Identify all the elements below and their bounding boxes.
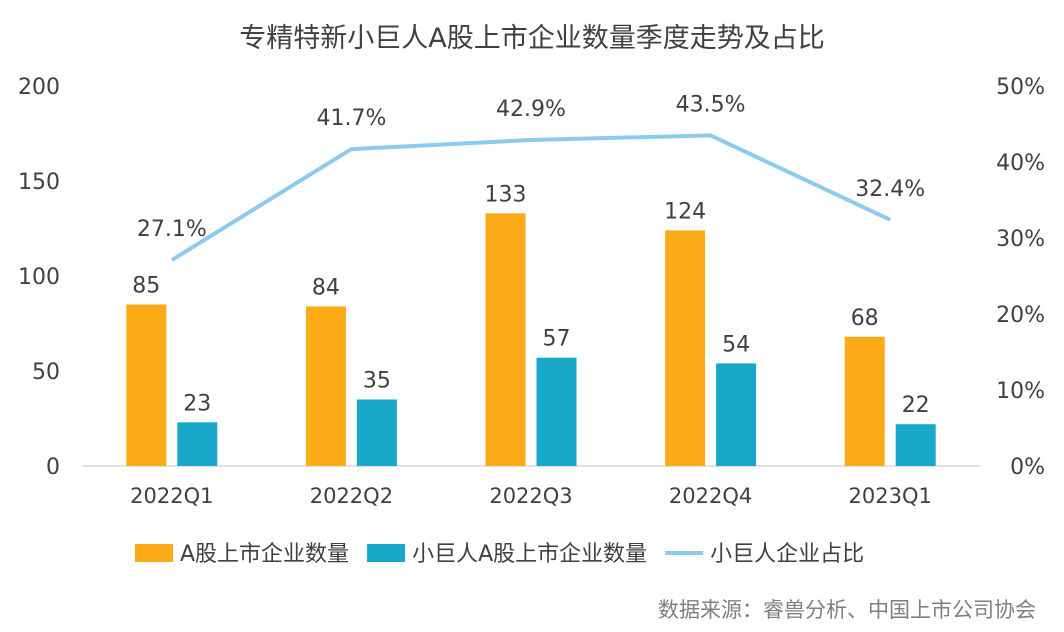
bar-data-label: 57 [543,327,571,352]
bar-data-label: 35 [363,369,391,394]
y-right-tick-label: 50% [996,75,1045,100]
x-tick-label: 2022Q4 [669,484,752,508]
line-data-label: 27.1% [137,217,207,242]
bar-series-2 [536,357,577,466]
x-tick-label: 2022Q3 [489,484,572,508]
legend-label-1: A股上市企业数量 [180,542,349,567]
ratio-line-path [170,133,892,262]
bar-data-label: 84 [312,275,340,300]
source-note: 数据来源：睿兽分析、中国上市公司协会 [658,598,1036,622]
bar-data-label: 85 [132,274,160,299]
line-data-label: 41.7% [316,106,386,131]
bar-series-2 [356,399,397,466]
y-left-tick-label: 200 [18,75,60,100]
y-right-tick-label: 30% [996,227,1045,252]
legend: A股上市企业数量 小巨人A股上市企业数量 小巨人企业占比 [135,542,864,567]
y-left-tick-label: 0 [46,455,60,480]
ratio-line [170,133,892,262]
legend-swatch-2 [367,544,406,562]
x-tick-label: 2022Q1 [130,484,213,508]
x-tick-label: 2023Q1 [849,484,932,508]
bar-data-label: 124 [664,199,706,224]
line-data-label: 43.5% [676,92,746,117]
bar-series-2 [716,363,757,466]
bar-data-label: 22 [902,393,930,418]
y-left-tick-label: 150 [18,170,60,195]
bar-series-1 [485,213,526,466]
bar-data-label: 54 [722,332,750,357]
bar-series-1 [665,230,706,466]
bar-series-1 [305,306,346,466]
bar-series-2 [177,422,218,466]
legend-swatch-1 [135,544,173,562]
x-tick-label: 2022Q2 [310,484,393,508]
line-data-label: 32.4% [855,177,925,202]
bar-series-1 [126,304,167,466]
bar-series-2 [895,424,936,466]
y-left-tick-label: 100 [18,265,60,290]
axes: 0 50 100 150 200 0% 10% 20% 30% 40% 50% 2022Q1 2022Q… [18,75,1045,508]
bar-series-1 [844,336,885,466]
y-right-tick-label: 40% [996,151,1045,176]
legend-label-2: 小巨人A股上市企业数量 [412,542,647,567]
y-right-tick-label: 10% [996,379,1045,404]
chart-title: 专精特新小巨人A股上市企业数量季度走势及占比 [239,23,824,54]
y-right-tick-label: 20% [996,303,1045,328]
y-right-tick-label: 0% [1010,455,1045,480]
bar-data-label: 23 [183,391,211,416]
legend-label-3: 小巨人企业占比 [710,542,864,567]
line-data-label: 42.9% [496,97,566,122]
bar-data-label: 133 [485,182,527,207]
y-left-tick-label: 50 [32,360,60,385]
data-labels: 85 84 133 124 68 23 35 57 54 22 27.1% 41.7% 42.9% 43.… [132,92,929,418]
bars [126,213,936,466]
bar-data-label: 68 [851,306,879,331]
